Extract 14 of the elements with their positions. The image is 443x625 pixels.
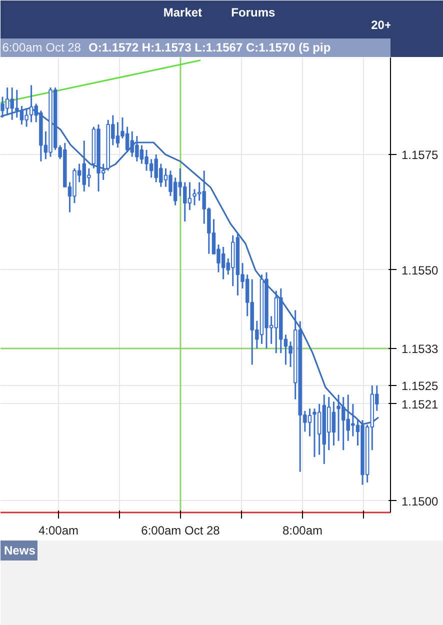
y-tick-label: 1.1521 — [402, 397, 439, 412]
y-tick-label: 1.1500 — [402, 494, 439, 508]
text: News — [4, 544, 36, 558]
y-tick-label: 1.1550 — [402, 263, 439, 278]
y-tick-label: 1.1575 — [402, 148, 439, 162]
chart-title: 6:00am Oct 28 — [2, 40, 82, 54]
ref-line-label: 1.1533 — [402, 342, 439, 356]
x-tick-label: 8:00am — [282, 524, 323, 538]
text: Market — [163, 6, 202, 20]
chart-subtitle: O:1.1572 H:1.1573 L:1.1567 C:1.1570 (5 pip — [88, 40, 331, 54]
text: Forums — [231, 6, 276, 20]
x-tick-label: 4:00am — [38, 524, 79, 538]
y-tick-label: 1.1525 — [402, 378, 439, 393]
x-tick-label: 6:00am Oct 28 — [141, 524, 220, 538]
